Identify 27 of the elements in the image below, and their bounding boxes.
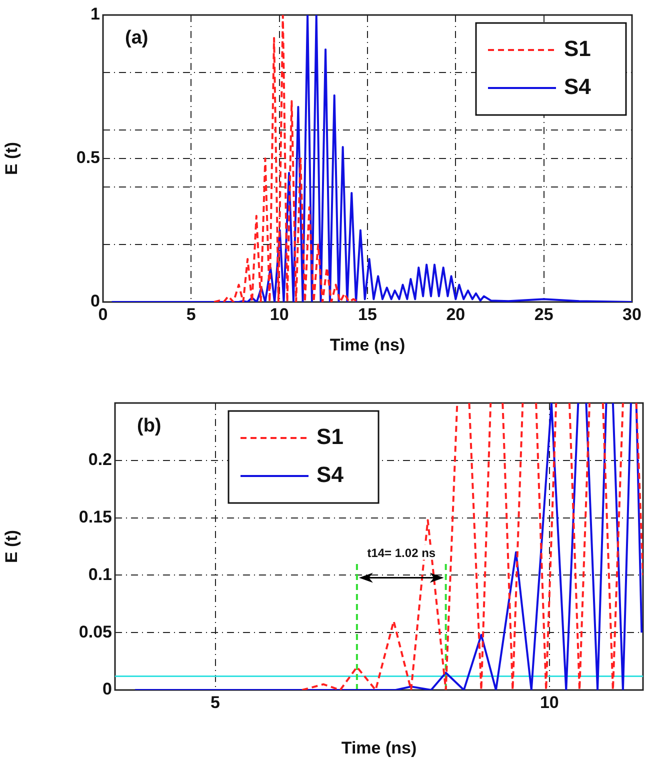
y-axis-title: E (t): [2, 142, 21, 176]
x-tick-label: 5: [210, 692, 220, 712]
y-tick-label: 0.5: [76, 148, 100, 168]
x-tick-label: 10: [270, 304, 289, 324]
y-tick-label: 0: [90, 292, 100, 311]
legend-label: S1: [564, 36, 591, 62]
legend-label: S4: [564, 74, 592, 100]
x-tick-label: 30: [622, 304, 642, 324]
annotation: (a): [125, 28, 148, 49]
annotation: (b): [137, 416, 162, 437]
legend-label: S4: [316, 462, 344, 488]
y-axis-title: E (t): [2, 530, 21, 564]
y-tick-label: 0.05: [78, 622, 112, 642]
y-tick-label: 1: [90, 4, 100, 24]
annotation: t14= 1.02 ns: [367, 546, 436, 560]
x-axis-title: Time (ns): [330, 335, 406, 354]
x-tick-label: 10: [540, 692, 559, 712]
x-tick-label: 20: [446, 304, 466, 324]
legend-label: S1: [316, 424, 344, 450]
x-tick-label: 5: [186, 304, 196, 324]
x-tick-label: 25: [534, 304, 554, 324]
x-tick-label: 15: [358, 304, 377, 324]
y-tick-label: 0.2: [88, 450, 112, 470]
y-tick-label: 0: [102, 680, 112, 699]
x-axis-title: Time (ns): [341, 738, 417, 758]
y-tick-label: 0.15: [78, 507, 112, 526]
y-tick-label: 0.1: [88, 564, 112, 584]
